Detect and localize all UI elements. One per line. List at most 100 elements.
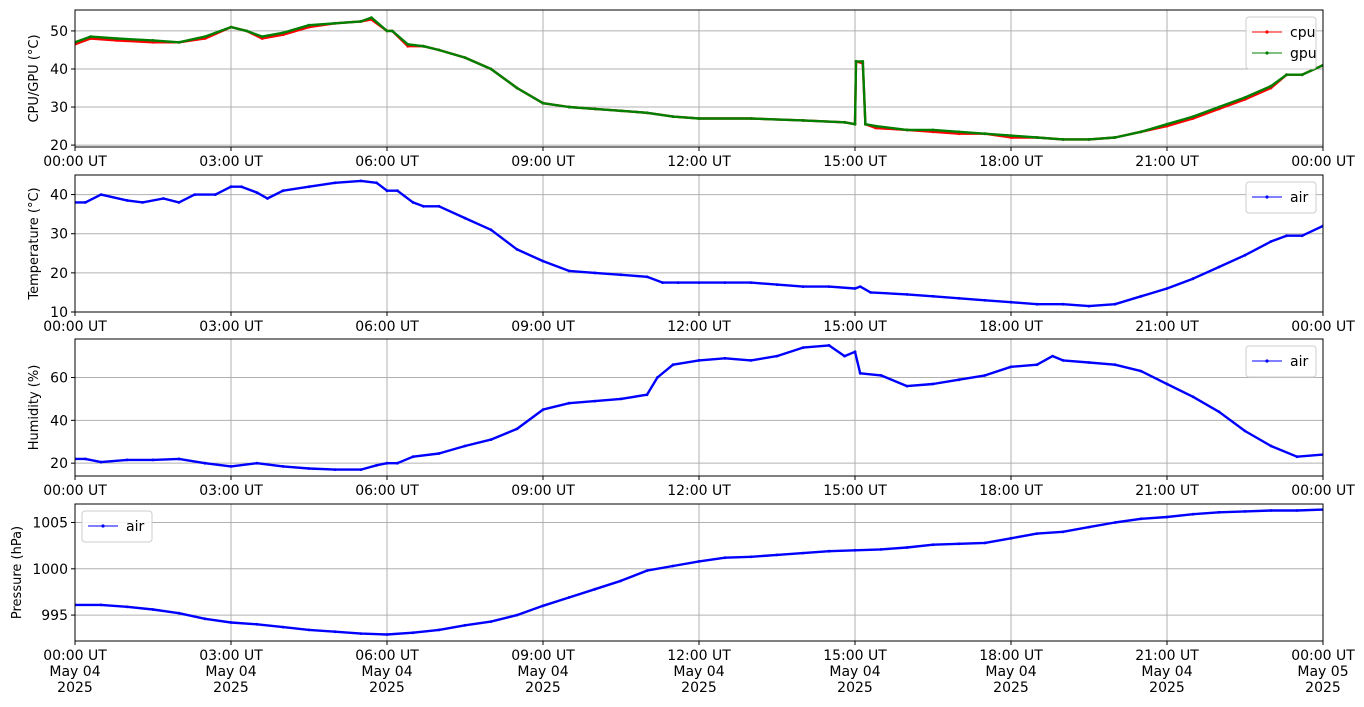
x-tick-label: 2025: [525, 680, 561, 696]
data-point-gpu: [1165, 122, 1169, 126]
data-point-gpu: [853, 122, 857, 126]
data-point-air: [775, 283, 779, 286]
data-point-air: [1217, 410, 1221, 414]
data-point-gpu: [864, 122, 867, 126]
data-point-air: [801, 285, 805, 288]
x-tick-label: 15:00 UT: [823, 483, 887, 499]
x-tick-label: 12:00 UT: [667, 483, 731, 499]
data-point-air: [1061, 359, 1065, 362]
data-point-air: [125, 458, 129, 462]
legend: air: [1245, 345, 1317, 378]
x-tick-label: 2025: [837, 680, 873, 696]
legend-label: air: [126, 519, 144, 535]
data-point-gpu: [151, 39, 155, 42]
data-point-air: [437, 452, 441, 455]
data-point-air: [307, 628, 311, 632]
x-tick-label: 00:00 UT: [1291, 319, 1355, 335]
data-point-gpu: [1217, 105, 1221, 109]
legend: air: [1245, 181, 1317, 214]
y-tick-label: 40: [50, 413, 68, 429]
data-point-air: [281, 465, 285, 468]
x-tick-label: 2025: [213, 680, 249, 696]
data-point-air: [1165, 382, 1169, 386]
data-point-air: [671, 363, 675, 367]
data-point-gpu: [406, 42, 410, 46]
data-point-air: [541, 259, 545, 263]
data-point-air: [931, 382, 935, 386]
legend-marker: [101, 524, 105, 528]
legend-marker: [1265, 51, 1269, 55]
legend-label: air: [1290, 190, 1308, 206]
data-point-air: [619, 579, 623, 583]
data-point-air: [84, 201, 87, 204]
data-point-air: [1113, 521, 1117, 524]
x-tick-label: 00:00 UT: [1291, 648, 1355, 664]
data-point-air: [281, 625, 285, 629]
x-tick-label: 18:00 UT: [979, 483, 1043, 499]
y-tick-label: 50: [50, 24, 68, 40]
x-tick-label: 15:00 UT: [823, 154, 887, 170]
data-point-air: [801, 551, 805, 555]
data-point-air: [1217, 265, 1221, 269]
data-point-gpu: [874, 124, 878, 128]
data-point-air: [541, 604, 545, 608]
x-tick-label: 00:00 UT: [43, 319, 107, 335]
data-point-air: [489, 228, 493, 232]
data-point-air: [775, 553, 779, 557]
data-point-air: [411, 455, 415, 459]
data-point-air: [375, 463, 378, 467]
data-point-air: [515, 248, 519, 251]
data-point-air: [333, 630, 337, 634]
data-point-gpu: [645, 111, 649, 115]
data-point-air: [151, 458, 155, 462]
axes-frame: [74, 338, 1324, 477]
data-point-air: [1295, 509, 1299, 512]
x-tick-label: 03:00 UT: [199, 648, 263, 664]
cpu-gpu-panel: 00:00 UT 03:00 UT 06:00 UT 09:00 UT 12:00 UT…: [27, 9, 1355, 170]
data-point-air: [593, 587, 597, 591]
data-point-air: [957, 296, 961, 300]
legend-label: air: [1290, 354, 1308, 370]
data-point-air: [645, 393, 649, 397]
data-point-air: [193, 193, 197, 197]
data-point-air: [858, 285, 862, 288]
legend: cpu gpu: [1245, 16, 1317, 70]
data-point-air: [1113, 363, 1117, 367]
data-point-air: [375, 181, 378, 185]
data-point-gpu: [1087, 138, 1091, 141]
y-tick-label: 1005: [32, 516, 68, 532]
data-point-air: [463, 623, 467, 627]
legend-marker: [1265, 195, 1269, 199]
data-point-air: [723, 281, 727, 284]
x-tick-label: 2025: [993, 680, 1029, 696]
data-point-air: [1243, 253, 1247, 257]
data-point-gpu: [593, 107, 597, 111]
legend-marker: [1265, 359, 1269, 363]
data-point-air: [1139, 517, 1143, 521]
data-point-air: [827, 549, 831, 553]
data-point-gpu: [905, 128, 909, 132]
x-tick-label: 2025: [1149, 680, 1185, 696]
data-point-gpu: [115, 37, 118, 40]
data-point-air: [723, 356, 727, 360]
data-point-air: [541, 408, 545, 411]
data-point-gpu: [422, 44, 425, 48]
x-tick-label: 00:00 UT: [1291, 483, 1355, 499]
x-tick-label: 2025: [1305, 680, 1341, 696]
data-point-gpu: [281, 31, 285, 35]
legend-marker: [1265, 30, 1269, 34]
data-point-gpu: [370, 16, 373, 19]
data-point-air: [931, 543, 935, 547]
data-point-air: [853, 350, 857, 354]
data-point-air: [983, 374, 987, 377]
data-point-air: [957, 378, 961, 382]
data-point-air: [1061, 530, 1065, 534]
data-point-air: [827, 285, 831, 288]
data-point-air: [203, 617, 207, 621]
data-point-air: [905, 384, 909, 388]
y-tick-label: 30: [50, 100, 68, 116]
data-point-air: [1285, 234, 1288, 238]
data-point-air: [801, 346, 805, 349]
x-tick-label: 00:00 UT: [43, 648, 107, 664]
data-point-gpu: [385, 29, 389, 33]
